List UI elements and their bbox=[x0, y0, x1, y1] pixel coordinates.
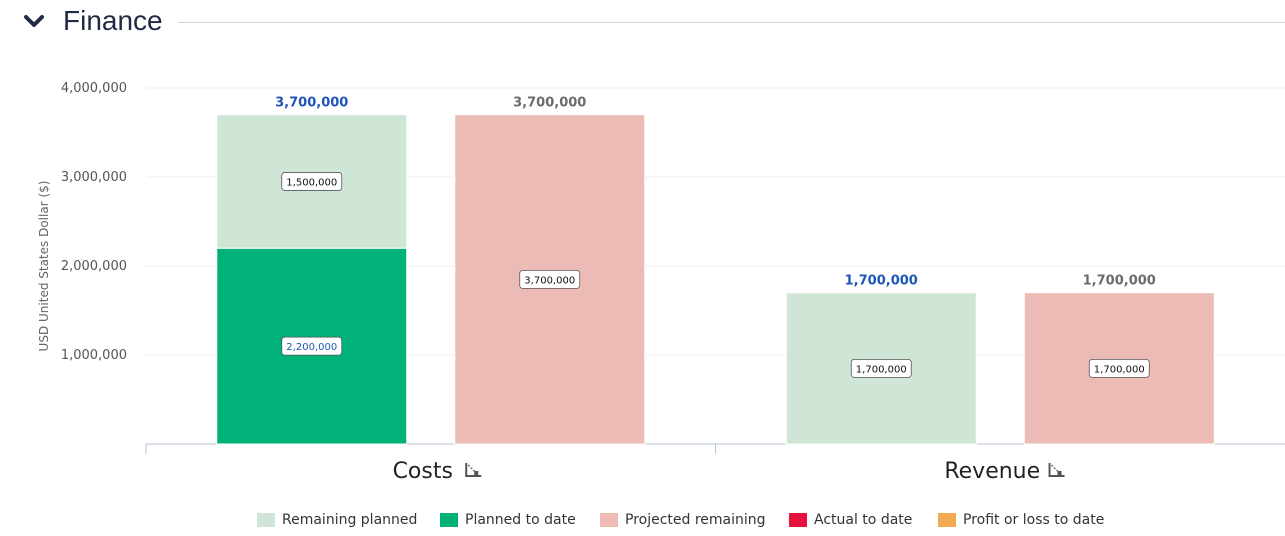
legend-swatch bbox=[600, 513, 618, 527]
data-label-box bbox=[281, 336, 343, 356]
drilldown-icon-part bbox=[465, 475, 482, 477]
bar-total-label: 3,700,000 bbox=[275, 96, 348, 111]
drilldown-icon-part bbox=[474, 471, 479, 475]
bar-total-label: 1,700,000 bbox=[1083, 274, 1156, 289]
legend-label: Planned to date bbox=[465, 512, 576, 528]
y-tick-label: 2,000,000 bbox=[61, 259, 127, 274]
legend-label: Remaining planned bbox=[282, 512, 418, 528]
legend-label: Profit or loss to date bbox=[963, 512, 1105, 528]
section-title: Finance bbox=[63, 5, 163, 36]
y-tick-label: 1,000,000 bbox=[61, 348, 127, 363]
data-label-box bbox=[519, 269, 581, 289]
data-label-box bbox=[850, 358, 912, 378]
drilldown-icon[interactable] bbox=[465, 463, 482, 477]
drilldown-icon-part bbox=[465, 463, 468, 477]
bar-total-label: 1,700,000 bbox=[845, 274, 918, 289]
drilldown-icon-part bbox=[1057, 471, 1062, 475]
y-tick-label: 4,000,000 bbox=[61, 81, 127, 96]
category-label: Costs bbox=[393, 459, 453, 484]
chevron-down-icon[interactable] bbox=[22, 10, 46, 34]
drilldown-icon[interactable] bbox=[1048, 463, 1065, 477]
data-label: 1,700,000 bbox=[1094, 364, 1145, 375]
finance-chart: 1,000,000 2,000,000 3,000,000 4,000,000 USD … bbox=[37, 81, 1285, 484]
y-axis-title: USD United States Dollar ($) bbox=[37, 181, 51, 352]
legend-swatch bbox=[440, 513, 458, 527]
legend-swatch bbox=[789, 513, 807, 527]
chart-legend: Remaining planned Planned to date Projec… bbox=[0, 508, 1285, 534]
legend-label: Projected remaining bbox=[625, 512, 766, 528]
y-tick-label: 3,000,000 bbox=[61, 170, 127, 185]
data-label-box bbox=[1088, 358, 1150, 378]
data-label: 1,700,000 bbox=[856, 364, 907, 375]
drilldown-icon-part bbox=[1048, 463, 1051, 477]
data-label: 3,700,000 bbox=[524, 275, 575, 286]
legend-swatch bbox=[938, 513, 956, 527]
drilldown-icon-part bbox=[1048, 475, 1065, 477]
legend-label: Actual to date bbox=[814, 512, 913, 528]
finance-section-header: Finance bbox=[0, 0, 1285, 46]
category-label: Revenue bbox=[944, 459, 1040, 484]
legend-swatch bbox=[257, 513, 275, 527]
section-divider bbox=[178, 22, 1285, 23]
data-label: 1,500,000 bbox=[286, 177, 337, 188]
bar-total-label: 3,700,000 bbox=[513, 96, 586, 111]
data-label-box bbox=[281, 172, 343, 191]
data-label: 2,200,000 bbox=[286, 342, 337, 353]
